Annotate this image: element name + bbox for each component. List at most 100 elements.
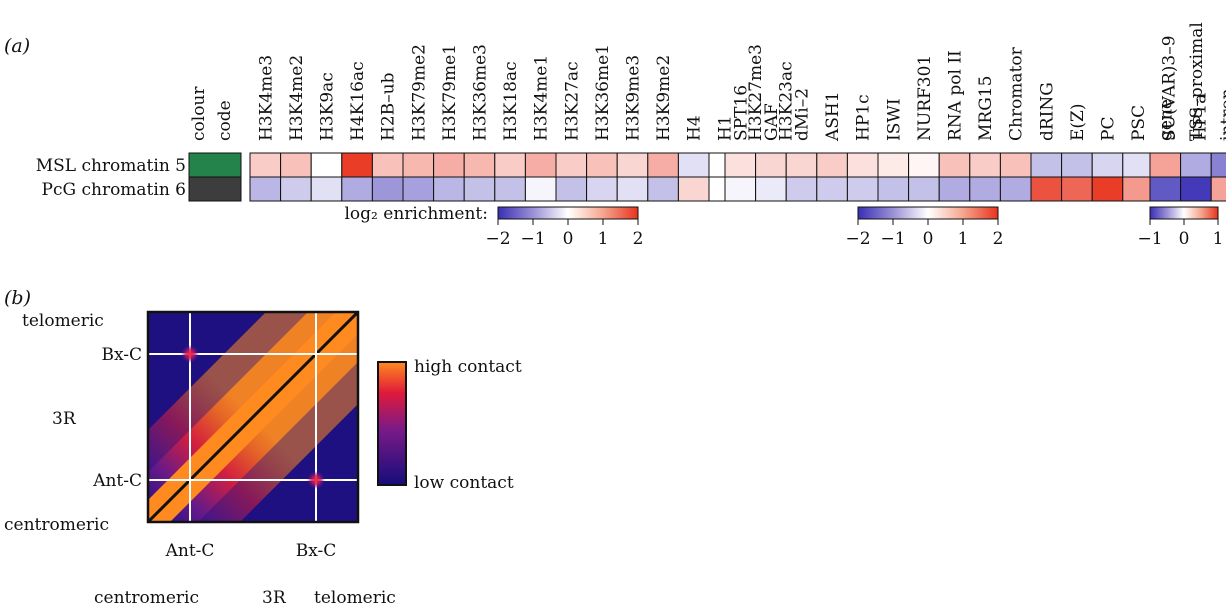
heatmap-cell	[816, 152, 848, 178]
column-label: RNA pol II	[946, 50, 966, 141]
column-label: H3K9me2	[654, 55, 674, 141]
heatmap-cell	[877, 152, 910, 178]
x-axis-left-label: centromeric	[94, 588, 199, 607]
color-scale-bar	[1149, 206, 1219, 220]
column-label: H3K4me3	[256, 55, 276, 141]
heatmap-cell	[647, 152, 679, 178]
row-label: PcG chromatin 6	[42, 180, 186, 200]
heatmap-cell	[785, 176, 818, 202]
heatmap-cell	[1091, 176, 1124, 202]
row-label: MSL chromatin 5	[36, 156, 186, 176]
heatmap-cell	[846, 176, 879, 202]
y-locus-label: Bx-C	[101, 345, 142, 365]
column-label: Chromator	[1007, 46, 1027, 141]
heatmap-cell	[999, 152, 1032, 178]
heatmap-cell	[586, 176, 618, 202]
column-label: GAF	[762, 103, 782, 141]
column-label: H3K79me1	[440, 44, 460, 141]
column-label: dRING	[1037, 82, 1057, 141]
heatmap-cell	[341, 152, 373, 178]
heatmap-cell	[969, 152, 1001, 178]
column-label: H3K18ac	[501, 61, 521, 141]
color-scale-tick-label: −1	[1137, 229, 1162, 249]
heatmap-cell	[494, 152, 526, 178]
heatmap-cell	[402, 176, 435, 202]
contact-legend-bar	[377, 361, 407, 486]
column-label: HP1c	[854, 94, 874, 141]
panel-label-a: (a)	[4, 35, 30, 57]
heatmap-cell	[433, 152, 465, 178]
color-scale-tick-label: −2	[485, 229, 510, 249]
heatmap-cell	[280, 152, 312, 178]
contact-legend-high: high contact	[414, 357, 522, 377]
heatmap-cell	[1122, 152, 1154, 178]
heatmap-cell	[371, 152, 404, 178]
column-label: PSC	[1129, 105, 1149, 141]
heatmap-cell	[402, 152, 435, 178]
heatmap-cell	[755, 152, 787, 178]
heatmap-cell	[816, 176, 848, 202]
column-label: H3K9me3	[624, 55, 644, 141]
heatmap-cell	[555, 176, 588, 202]
heatmap-cell	[494, 176, 526, 202]
heatmap-cell	[677, 176, 710, 202]
heatmap-cell	[463, 152, 496, 178]
column-label: H2B–ub	[379, 72, 399, 141]
column-label: H3K23ac	[777, 61, 797, 141]
heatmap-cell	[555, 152, 588, 178]
y-locus-label: Ant-C	[92, 471, 142, 491]
colour-code-cell	[188, 152, 242, 178]
color-scale-tick-label: −2	[845, 229, 870, 249]
contact-map: Bx-C Ant-C Ant-C Bx-C telomeric 3R centrome…	[4, 310, 522, 607]
heatmap-cell	[524, 152, 557, 178]
heatmap-cell	[249, 176, 282, 202]
panel-label-b: (b)	[4, 287, 31, 309]
heatmap-cell	[1091, 152, 1124, 178]
heatmap-cell	[616, 152, 649, 178]
heatmap-cell	[341, 176, 373, 202]
column-label: H3K36me3	[471, 44, 491, 141]
color-scale-tick-label: −1	[880, 229, 905, 249]
column-label: NURF301	[915, 55, 935, 141]
column-label: HP1a	[1190, 94, 1210, 141]
y-middle-label: 3R	[52, 409, 77, 429]
x-locus-label: Ant-C	[165, 541, 215, 561]
heatmap-cell	[1210, 152, 1226, 178]
heatmap-cell	[785, 152, 818, 178]
colour-code-header: code	[215, 100, 235, 141]
column-label: H3K4me1	[532, 55, 552, 141]
column-label: SPT16	[731, 85, 751, 141]
column-label: TSS–proximal	[1187, 22, 1207, 141]
heatmap-cell	[1180, 152, 1212, 178]
column-label: SU(VAR)3–9	[1160, 35, 1180, 141]
heatmap-cell	[280, 176, 312, 202]
column-label: PC	[1099, 117, 1119, 141]
heatmap-cell	[1061, 176, 1093, 202]
color-scale-tick-label: 1	[958, 229, 969, 249]
heatmap-cell	[908, 176, 940, 202]
color-scale-tick-label: 1	[598, 229, 609, 249]
column-label: H4	[685, 115, 705, 141]
column-label: intron	[1218, 88, 1226, 141]
heatmap-cell	[1030, 176, 1063, 202]
heatmap-cell	[371, 176, 404, 202]
color-scale-label: log₂ enrichment:	[344, 204, 488, 224]
heatmap-cell	[969, 176, 1001, 202]
colour-code-header: colour	[189, 86, 209, 141]
color-scale-tick-label: −1	[520, 229, 545, 249]
heatmap-cell	[1210, 176, 1226, 202]
heatmap-cell	[310, 176, 343, 202]
color-scale-bar	[857, 206, 999, 220]
heatmap-cell	[938, 176, 971, 202]
column-label: H3K9ac	[318, 72, 338, 141]
column-label: H3K4me2	[287, 55, 307, 141]
column-label: E(Z)	[1068, 104, 1088, 142]
heatmap-cell	[999, 176, 1032, 202]
heatmap-cell	[310, 152, 343, 178]
contact-map-frame	[146, 310, 360, 524]
heatmap-cell	[1030, 152, 1063, 178]
heatmap-cell	[1149, 152, 1182, 178]
contact-spot	[307, 471, 325, 489]
y-bottom-label: centromeric	[4, 515, 109, 535]
